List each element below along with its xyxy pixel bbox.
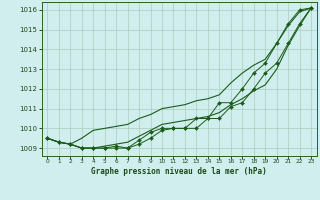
X-axis label: Graphe pression niveau de la mer (hPa): Graphe pression niveau de la mer (hPa)	[91, 167, 267, 176]
